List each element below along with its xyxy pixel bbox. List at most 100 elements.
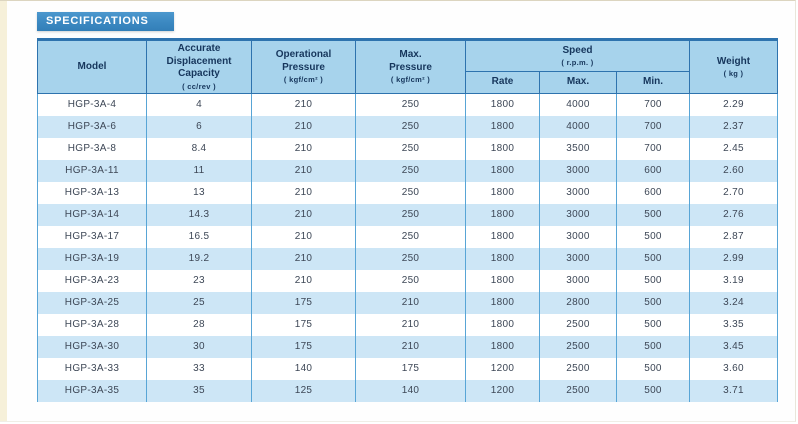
speed-rate-cell: 1800 bbox=[465, 93, 540, 116]
max-pressure-cell: 250 bbox=[355, 159, 466, 182]
operational-pressure-cell: 175 bbox=[251, 313, 356, 336]
spec-table-row: HGP-3A-33 33 140 175 1200 2500 500 3.60 bbox=[37, 357, 778, 380]
max-pressure-cell: 250 bbox=[355, 247, 466, 270]
weight-cell: 2.29 bbox=[689, 93, 778, 116]
operational-pressure-cell: 210 bbox=[251, 247, 356, 270]
specifications-table: Model Accurate Displacement Capacity ( c… bbox=[37, 38, 778, 402]
max-pressure-cell: 250 bbox=[355, 137, 466, 160]
max-pressure-cell: 250 bbox=[355, 269, 466, 292]
col-header-operational-pressure-unit: ( kgf/cm² ) bbox=[283, 75, 324, 85]
speed-min-cell: 500 bbox=[616, 203, 690, 226]
speed-rate-cell: 1200 bbox=[465, 357, 540, 380]
operational-pressure-cell: 175 bbox=[251, 291, 356, 314]
col-header-speed-title: Speed bbox=[562, 44, 593, 56]
max-pressure-cell: 210 bbox=[355, 313, 466, 336]
speed-max-cell: 3000 bbox=[539, 247, 617, 270]
spec-table-row: HGP-3A-23 23 210 250 1800 3000 500 3.19 bbox=[37, 269, 778, 292]
spec-table-header: Model Accurate Displacement Capacity ( c… bbox=[37, 38, 778, 94]
capacity-cell: 19.2 bbox=[146, 247, 252, 270]
speed-max-cell: 3000 bbox=[539, 159, 617, 182]
speed-max-cell: 3500 bbox=[539, 137, 617, 160]
weight-cell: 2.60 bbox=[689, 159, 778, 182]
col-header-capacity: Accurate Displacement Capacity ( cc/rev … bbox=[146, 38, 252, 94]
model-cell: HGP-3A-25 bbox=[37, 291, 147, 314]
weight-cell: 2.76 bbox=[689, 203, 778, 226]
model-cell: HGP-3A-23 bbox=[37, 269, 147, 292]
weight-cell: 3.60 bbox=[689, 357, 778, 380]
weight-cell: 2.70 bbox=[689, 181, 778, 204]
speed-max-cell: 3000 bbox=[539, 225, 617, 248]
model-cell: HGP-3A-11 bbox=[37, 159, 147, 182]
operational-pressure-cell: 175 bbox=[251, 335, 356, 358]
speed-max-cell: 2800 bbox=[539, 291, 617, 314]
col-header-max-pressure-title: Max. Pressure bbox=[389, 49, 432, 73]
weight-cell: 3.35 bbox=[689, 313, 778, 336]
weight-cell: 3.71 bbox=[689, 379, 778, 402]
model-cell: HGP-3A-13 bbox=[37, 181, 147, 204]
col-header-speed-min: Min. bbox=[616, 70, 690, 94]
capacity-cell: 35 bbox=[146, 379, 252, 402]
spec-table-row: HGP-3A-17 16.5 210 250 1800 3000 500 2.8… bbox=[37, 225, 778, 248]
speed-min-cell: 600 bbox=[616, 181, 690, 204]
section-title: SPECIFICATIONS bbox=[46, 15, 149, 27]
max-pressure-cell: 210 bbox=[355, 335, 466, 358]
weight-cell: 3.45 bbox=[689, 335, 778, 358]
speed-min-cell: 500 bbox=[616, 357, 690, 380]
weight-cell: 2.87 bbox=[689, 225, 778, 248]
speed-rate-cell: 1800 bbox=[465, 203, 540, 226]
capacity-cell: 25 bbox=[146, 291, 252, 314]
speed-rate-cell: 1800 bbox=[465, 335, 540, 358]
col-header-capacity-title: Accurate Displacement Capacity bbox=[166, 43, 232, 79]
model-cell: HGP-3A-28 bbox=[37, 313, 147, 336]
spec-table-row: HGP-3A-4 4 210 250 1800 4000 700 2.29 bbox=[37, 93, 778, 116]
capacity-cell: 11 bbox=[146, 159, 252, 182]
speed-max-cell: 3000 bbox=[539, 181, 617, 204]
col-header-speed-unit: ( r.p.m. ) bbox=[561, 58, 594, 67]
operational-pressure-cell: 210 bbox=[251, 137, 356, 160]
col-header-max-pressure-unit: ( kgf/cm² ) bbox=[390, 75, 431, 85]
operational-pressure-cell: 125 bbox=[251, 379, 356, 402]
model-cell: HGP-3A-17 bbox=[37, 225, 147, 248]
col-header-speed-max: Max. bbox=[539, 70, 617, 94]
capacity-cell: 6 bbox=[146, 115, 252, 138]
operational-pressure-cell: 210 bbox=[251, 159, 356, 182]
model-cell: HGP-3A-4 bbox=[37, 93, 147, 116]
speed-min-cell: 500 bbox=[616, 313, 690, 336]
speed-rate-cell: 1800 bbox=[465, 247, 540, 270]
col-header-weight: Weight ( kg ) bbox=[689, 38, 778, 94]
col-header-weight-title: Weight bbox=[716, 55, 751, 67]
speed-min-cell: 600 bbox=[616, 159, 690, 182]
col-header-model-title: Model bbox=[77, 60, 107, 72]
max-pressure-cell: 175 bbox=[355, 357, 466, 380]
max-pressure-cell: 210 bbox=[355, 291, 466, 314]
speed-max-cell: 4000 bbox=[539, 115, 617, 138]
spec-table-row: HGP-3A-28 28 175 210 1800 2500 500 3.35 bbox=[37, 313, 778, 336]
capacity-cell: 16.5 bbox=[146, 225, 252, 248]
model-cell: HGP-3A-6 bbox=[37, 115, 147, 138]
spec-table-row: HGP-3A-35 35 125 140 1200 2500 500 3.71 bbox=[37, 379, 778, 402]
model-cell: HGP-3A-19 bbox=[37, 247, 147, 270]
speed-min-cell: 700 bbox=[616, 93, 690, 116]
col-header-operational-pressure-title: Operational Pressure bbox=[275, 49, 332, 73]
speed-rate-cell: 1800 bbox=[465, 313, 540, 336]
speed-min-cell: 500 bbox=[616, 335, 690, 358]
speed-max-cell: 3000 bbox=[539, 203, 617, 226]
model-cell: HGP-3A-35 bbox=[37, 379, 147, 402]
model-cell: HGP-3A-14 bbox=[37, 203, 147, 226]
speed-max-cell: 4000 bbox=[539, 93, 617, 116]
max-pressure-cell: 250 bbox=[355, 203, 466, 226]
speed-rate-cell: 1800 bbox=[465, 269, 540, 292]
speed-max-cell: 2500 bbox=[539, 357, 617, 380]
speed-rate-cell: 1800 bbox=[465, 159, 540, 182]
col-header-capacity-unit: ( cc/rev ) bbox=[182, 81, 216, 91]
col-header-operational-pressure: Operational Pressure ( kgf/cm² ) bbox=[251, 38, 356, 94]
operational-pressure-cell: 210 bbox=[251, 269, 356, 292]
speed-rate-cell: 1800 bbox=[465, 137, 540, 160]
speed-rate-cell: 1800 bbox=[465, 225, 540, 248]
spec-table-row: HGP-3A-30 30 175 210 1800 2500 500 3.45 bbox=[37, 335, 778, 358]
weight-cell: 2.37 bbox=[689, 115, 778, 138]
speed-rate-cell: 1800 bbox=[465, 181, 540, 204]
capacity-cell: 4 bbox=[146, 93, 252, 116]
weight-cell: 3.24 bbox=[689, 291, 778, 314]
